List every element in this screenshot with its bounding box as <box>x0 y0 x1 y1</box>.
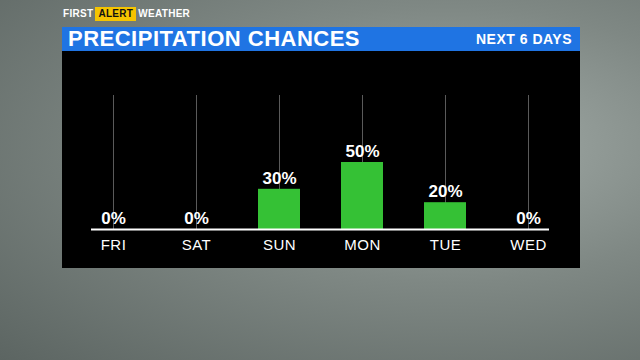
svg-text:30%: 30% <box>262 169 296 188</box>
svg-text:0%: 0% <box>184 209 209 228</box>
svg-text:WED: WED <box>510 236 547 253</box>
html-text:FIRST: FIRST <box>63 8 94 19</box>
html-text:PRECIPITATION CHANCES: PRECIPITATION CHANCES <box>68 26 360 51</box>
svg-text:TUE: TUE <box>430 236 462 253</box>
html-text:WEATHER: WEATHER <box>138 8 191 19</box>
html-text:ALERT: ALERT <box>98 8 134 19</box>
svg-text:50%: 50% <box>345 142 379 161</box>
svg-text:20%: 20% <box>428 182 462 201</box>
html-text:NEXT 6 DAYS: NEXT 6 DAYS <box>476 31 572 47</box>
svg-text:0%: 0% <box>516 209 541 228</box>
svg-text:MON: MON <box>344 236 381 253</box>
svg-text:0%: 0% <box>101 209 126 228</box>
svg-text:FRI: FRI <box>101 236 127 253</box>
svg-text:SAT: SAT <box>182 236 212 253</box>
svg-text:SUN: SUN <box>263 236 296 253</box>
